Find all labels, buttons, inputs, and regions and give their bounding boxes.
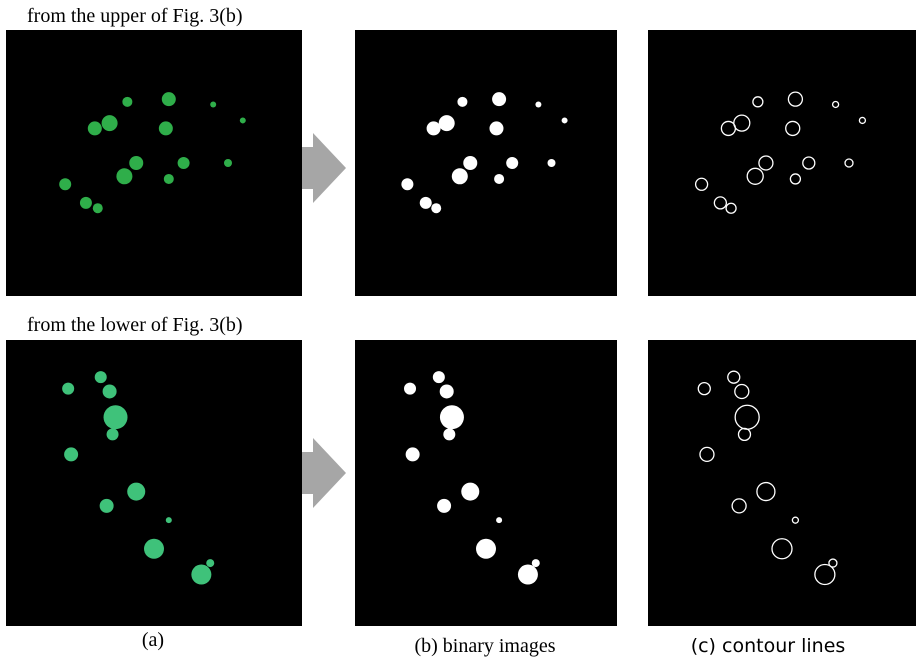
row-label: from the upper of Fig. 3(b) <box>27 5 243 27</box>
cell <box>494 174 504 184</box>
cell <box>129 156 143 170</box>
image-panel <box>355 30 617 296</box>
row-label: from the lower of Fig. 3(b) <box>27 314 243 336</box>
cell <box>443 428 455 440</box>
cell <box>433 371 445 383</box>
cell <box>224 159 232 167</box>
cell <box>457 97 467 107</box>
cell <box>518 565 538 585</box>
cell <box>93 203 103 213</box>
cell <box>144 539 164 559</box>
cell <box>103 384 117 398</box>
cell <box>166 517 172 523</box>
caption: (c) contour lines <box>691 635 846 657</box>
caption: (b) binary images <box>414 635 555 657</box>
cell <box>162 92 176 106</box>
image-panel <box>355 340 617 626</box>
cell <box>440 405 464 429</box>
cell <box>406 447 420 461</box>
image-panel <box>6 340 302 626</box>
cell <box>100 499 114 513</box>
cell <box>496 517 502 523</box>
cell <box>104 405 128 429</box>
caption: (a) <box>142 629 164 651</box>
cell <box>59 178 71 190</box>
cell <box>404 383 416 395</box>
cell <box>452 168 468 184</box>
cell <box>562 117 568 123</box>
cell <box>476 539 496 559</box>
cell <box>437 499 451 513</box>
cell <box>440 384 454 398</box>
cell <box>88 121 102 135</box>
cell <box>240 117 246 123</box>
cell <box>401 178 413 190</box>
cell <box>463 156 477 170</box>
cell <box>95 371 107 383</box>
cell <box>427 121 441 135</box>
cell <box>178 157 190 169</box>
cell <box>461 483 479 501</box>
cell <box>420 197 432 209</box>
cell <box>210 101 216 107</box>
image-panel <box>6 30 302 296</box>
cell <box>80 197 92 209</box>
cell <box>535 101 541 107</box>
cell <box>107 428 119 440</box>
cell <box>206 559 214 567</box>
cell <box>191 565 211 585</box>
cell <box>159 121 173 135</box>
cell <box>116 168 132 184</box>
cell <box>127 483 145 501</box>
cell <box>122 97 132 107</box>
cell <box>62 383 74 395</box>
cell <box>532 559 540 567</box>
cell <box>548 159 556 167</box>
cell <box>489 121 503 135</box>
cell <box>64 447 78 461</box>
cell <box>492 92 506 106</box>
cell <box>506 157 518 169</box>
cell <box>164 174 174 184</box>
image-panel <box>648 340 916 626</box>
cell <box>431 203 441 213</box>
image-panel <box>648 30 916 296</box>
cell <box>102 115 118 131</box>
figure: from the upper of Fig. 3(b) from the low… <box>0 0 916 662</box>
cell <box>439 115 455 131</box>
